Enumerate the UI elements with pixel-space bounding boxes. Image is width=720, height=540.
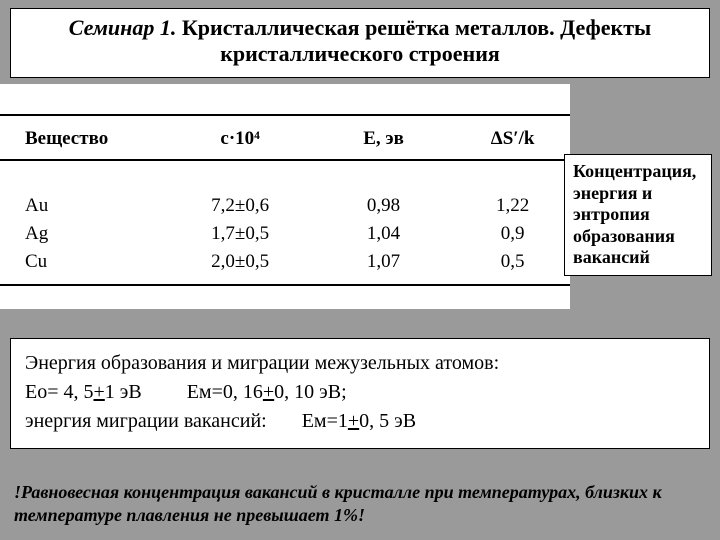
energy-block: Энергия образования и миграции межузельн… bbox=[10, 338, 710, 449]
col-header-c: c·10⁴ bbox=[168, 128, 311, 150]
title-line: Семинар 1. Кристаллическая решётка метал… bbox=[21, 15, 699, 67]
eo-rest: 1 эВ bbox=[105, 381, 142, 403]
pm-symbol: + bbox=[263, 381, 274, 403]
energy-line1: Энергия образования и миграции межузельн… bbox=[25, 349, 695, 378]
table-row: Au 7,2±0,6 0,98 1,22 bbox=[0, 192, 570, 220]
pm-symbol: + bbox=[94, 381, 105, 403]
table-rule-top bbox=[0, 114, 570, 116]
cell: 1,22 bbox=[455, 195, 570, 217]
cell: 0,5 bbox=[455, 251, 570, 273]
cell: 0,98 bbox=[312, 195, 455, 217]
table-row: Ag 1,7±0,5 1,04 0,9 bbox=[0, 220, 570, 248]
cell: 1,07 bbox=[312, 251, 455, 273]
energy-line3: энергия миграции вакансий: Ем=1+0, 5 эВ bbox=[25, 407, 695, 436]
title-box: Семинар 1. Кристаллическая решётка метал… bbox=[10, 8, 710, 78]
em1-rest: 0, 10 эВ; bbox=[274, 381, 346, 403]
cell: Ag bbox=[0, 223, 168, 245]
cell: 0,9 bbox=[455, 223, 570, 245]
table-rule-bottom bbox=[0, 284, 570, 286]
seminar-label: Семинар 1. bbox=[69, 15, 177, 40]
eo-label: Ео= 4, 5 bbox=[25, 381, 94, 403]
table-rule-mid bbox=[0, 159, 570, 161]
col-header-substance: Вещество bbox=[0, 128, 168, 150]
cell: 1,7±0,5 bbox=[168, 223, 311, 245]
em2-rest: 0, 5 эВ bbox=[359, 410, 416, 432]
em1-label: Ем=0, 16 bbox=[187, 381, 263, 403]
col-header-ds: ΔS′/k bbox=[455, 128, 570, 150]
cell: 7,2±0,6 bbox=[168, 195, 311, 217]
table-row: Cu 2,0±0,5 1,07 0,5 bbox=[0, 248, 570, 276]
migration-label: энергия миграции вакансий: bbox=[25, 410, 267, 432]
pm-symbol: + bbox=[348, 410, 359, 432]
title-main: Кристаллическая решётка металлов. Дефект… bbox=[176, 15, 651, 66]
cell: 1,04 bbox=[312, 223, 455, 245]
col-header-e: E, эв bbox=[312, 128, 455, 150]
cell: Cu bbox=[0, 251, 168, 273]
footer-note: !Равновесная концентрация вакансий в кри… bbox=[14, 481, 706, 526]
cell: Au bbox=[0, 195, 168, 217]
table-caption: Концентрация, энергия и энтропия образов… bbox=[564, 154, 712, 276]
table-header-row: Вещество c·10⁴ E, эв ΔS′/k bbox=[0, 128, 570, 150]
data-table: Вещество c·10⁴ E, эв ΔS′/k Au 7,2±0,6 0,… bbox=[0, 84, 570, 309]
table-body: Au 7,2±0,6 0,98 1,22 Ag 1,7±0,5 1,04 0,9… bbox=[0, 192, 570, 276]
em2-label: Ем=1 bbox=[302, 410, 348, 432]
cell: 2,0±0,5 bbox=[168, 251, 311, 273]
energy-line2: Ео= 4, 5+1 эВ Ем=0, 16+0, 10 эВ; bbox=[25, 378, 695, 407]
